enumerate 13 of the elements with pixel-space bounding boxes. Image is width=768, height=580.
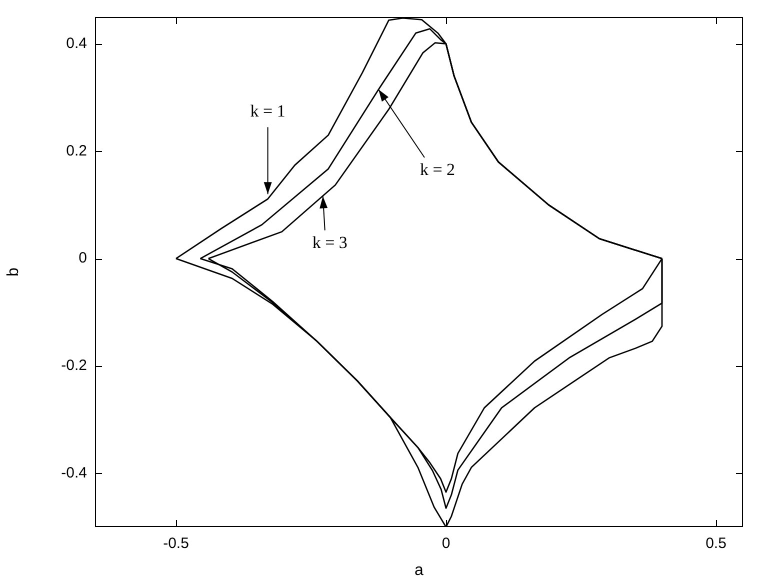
y-axis-title: b xyxy=(5,267,22,276)
x-axis-title: a xyxy=(414,562,424,579)
annotation: k = 3 xyxy=(312,232,348,252)
y-tick-label: -0.2 xyxy=(61,357,87,374)
x-tick-label: 0.5 xyxy=(706,535,726,552)
y-tick-label: 0.2 xyxy=(66,142,87,160)
y-tick-label: 0 xyxy=(78,250,87,267)
y-tick-label: -0.4 xyxy=(61,464,87,482)
annotation: k = 1 xyxy=(250,102,286,121)
x-tick-label: -0.5 xyxy=(163,535,189,552)
x-tick-label: 0 xyxy=(442,535,450,552)
y-tick-label: 0.4 xyxy=(66,34,87,52)
annotation: k = 2 xyxy=(420,160,456,179)
